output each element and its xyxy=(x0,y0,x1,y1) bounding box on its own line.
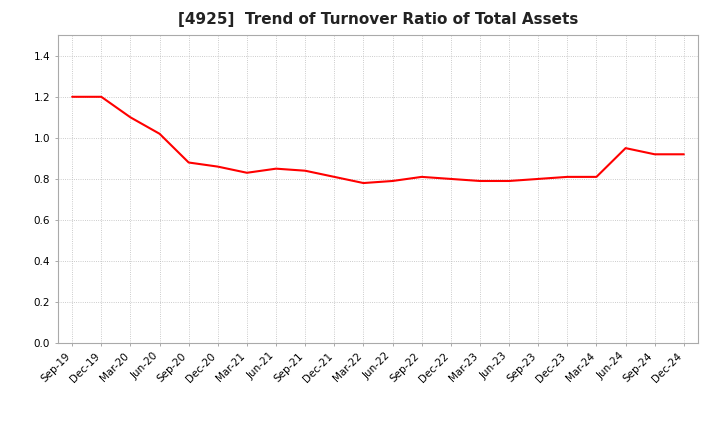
Title: [4925]  Trend of Turnover Ratio of Total Assets: [4925] Trend of Turnover Ratio of Total … xyxy=(178,12,578,27)
